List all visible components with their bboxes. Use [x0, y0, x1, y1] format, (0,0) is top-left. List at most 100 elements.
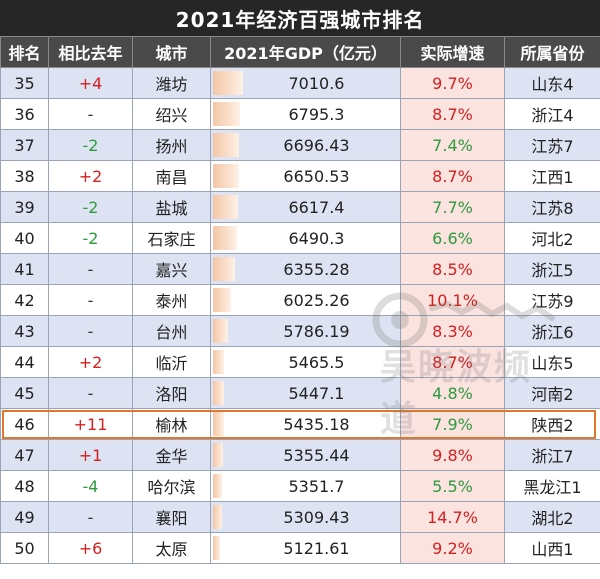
city-cell: 潍坊 [132, 67, 211, 99]
gdp-cell: 5351.7 [210, 470, 401, 502]
gdp-value: 6650.53 [283, 166, 350, 186]
table-row[interactable]: 43- 台州 5786.19 8.3% 浙江6 [0, 315, 600, 347]
city-cell: 太原 [132, 532, 211, 564]
province-cell: 山东4 [504, 67, 600, 99]
table-row[interactable]: 39 -2 盐城 6617.4 7.7% 江苏8 [0, 191, 600, 223]
growth-cell: 7.4% [400, 129, 505, 161]
rank-cell: 44 [0, 346, 49, 378]
province-cell: 浙江7 [504, 439, 600, 471]
table-row[interactable]: 45- 洛阳 5447.1 4.8% 河南2 [0, 377, 600, 409]
gdp-value: 6795.3 [288, 104, 345, 124]
city-cell: 金华 [132, 439, 211, 471]
rank-cell: 41 [0, 253, 49, 285]
change-cell: - [48, 253, 133, 285]
gdp-cell: 5465.5 [210, 346, 401, 378]
growth-cell: 8.5% [400, 253, 505, 285]
gdp-bar [213, 288, 231, 312]
gdp-value: 5786.19 [283, 321, 350, 341]
header-gdp[interactable]: 2021年GDP（亿元） [210, 36, 401, 68]
table-row[interactable]: 35 +4 潍坊 7010.6 9.7% 山东4 [0, 67, 600, 99]
rank-cell: 39 [0, 191, 49, 223]
table-row[interactable]: 48 -4 哈尔滨 5351.7 5.5% 黑龙江1 [0, 470, 600, 502]
growth-cell: 7.9% [400, 408, 505, 440]
growth-cell: 4.8% [400, 377, 505, 409]
city-cell: 洛阳 [132, 377, 211, 409]
rank-cell: 38 [0, 160, 49, 192]
table-row[interactable]: 41- 嘉兴 6355.28 8.5% 浙江5 [0, 253, 600, 285]
gdp-bar [213, 133, 240, 157]
city-ranking-table: 排名 相比去年 城市 2021年GDP（亿元） 实际增速 所属省份 35 +4 潍坊… [0, 36, 600, 564]
change-cell: -4 [48, 470, 133, 502]
change-cell: - [48, 315, 133, 347]
table-row[interactable]: 40 -2 石家庄 6490.3 6.6% 河北2 [0, 222, 600, 254]
change-cell: +1 [48, 439, 133, 471]
gdp-cell: 6617.4 [210, 191, 401, 223]
gdp-bar [213, 319, 228, 343]
table-row[interactable]: 50 +6 太原 5121.61 9.2% 山西1 [0, 532, 600, 564]
change-cell: +4 [48, 67, 133, 99]
rank-cell: 37 [0, 129, 49, 161]
city-cell: 榆林 [132, 408, 211, 440]
growth-cell: 14.7% [400, 501, 505, 533]
city-cell: 泰州 [132, 284, 211, 316]
growth-cell: 9.2% [400, 532, 505, 564]
change-cell: +2 [48, 160, 133, 192]
table-row[interactable]: 47 +1 金华 5355.44 9.8% 浙江7 [0, 439, 600, 471]
header-province[interactable]: 所属省份 [504, 36, 600, 68]
rank-cell: 46 [0, 408, 49, 440]
rank-cell: 42 [0, 284, 49, 316]
gdp-cell: 5786.19 [210, 315, 401, 347]
city-cell: 南昌 [132, 160, 211, 192]
rank-cell: 50 [0, 532, 49, 564]
table-row[interactable]: 36- 绍兴 6795.3 8.7% 浙江4 [0, 98, 600, 130]
change-cell: +6 [48, 532, 133, 564]
gdp-value: 6696.43 [283, 135, 350, 155]
rank-cell: 40 [0, 222, 49, 254]
table-row[interactable]: 46 +11 榆林 5435.18 7.9% 陕西2 [0, 408, 600, 440]
gdp-cell: 6025.26 [210, 284, 401, 316]
gdp-cell: 5309.43 [210, 501, 401, 533]
gdp-value: 6490.3 [288, 228, 345, 248]
rank-cell: 35 [0, 67, 49, 99]
header-city[interactable]: 城市 [132, 36, 211, 68]
header-growth[interactable]: 实际增速 [400, 36, 505, 68]
gdp-cell: 7010.6 [210, 67, 401, 99]
change-cell: - [48, 501, 133, 533]
gdp-bar [213, 257, 235, 281]
table-row[interactable]: 49- 襄阳 5309.43 14.7% 湖北2 [0, 501, 600, 533]
gdp-bar [213, 350, 224, 374]
gdp-bar [213, 381, 224, 405]
table-row[interactable]: 38 +2 南昌 6650.53 8.7% 江西1 [0, 160, 600, 192]
gdp-cell: 6355.28 [210, 253, 401, 285]
growth-cell: 8.7% [400, 160, 505, 192]
city-cell: 襄阳 [132, 501, 211, 533]
gdp-value: 5309.43 [283, 507, 350, 527]
city-cell: 临沂 [132, 346, 211, 378]
province-cell: 浙江6 [504, 315, 600, 347]
header-change[interactable]: 相比去年 [48, 36, 133, 68]
rank-cell: 48 [0, 470, 49, 502]
gdp-cell: 6490.3 [210, 222, 401, 254]
growth-cell: 10.1% [400, 284, 505, 316]
table-row[interactable]: 42- 泰州 6025.26 10.1% 江苏9 [0, 284, 600, 316]
gdp-value: 6025.26 [283, 290, 350, 310]
gdp-cell: 5435.18 [210, 408, 401, 440]
table-row[interactable]: 37 -2 扬州 6696.43 7.4% 江苏7 [0, 129, 600, 161]
gdp-bar [213, 164, 239, 188]
rank-cell: 47 [0, 439, 49, 471]
rank-cell: 36 [0, 98, 49, 130]
header-rank[interactable]: 排名 [0, 36, 49, 68]
change-cell: +11 [48, 408, 133, 440]
province-cell: 陕西2 [504, 408, 600, 440]
table-row[interactable]: 44 +2 临沂 5465.5 8.7% 山东5 [0, 346, 600, 378]
province-cell: 浙江4 [504, 98, 600, 130]
gdp-value: 5447.1 [288, 383, 345, 403]
gdp-value: 5355.44 [283, 445, 350, 465]
gdp-cell: 5355.44 [210, 439, 401, 471]
change-cell: - [48, 284, 133, 316]
province-cell: 江苏9 [504, 284, 600, 316]
city-cell: 盐城 [132, 191, 211, 223]
gdp-cell: 6650.53 [210, 160, 401, 192]
gdp-value: 5351.7 [288, 476, 345, 496]
gdp-bar [213, 443, 223, 467]
